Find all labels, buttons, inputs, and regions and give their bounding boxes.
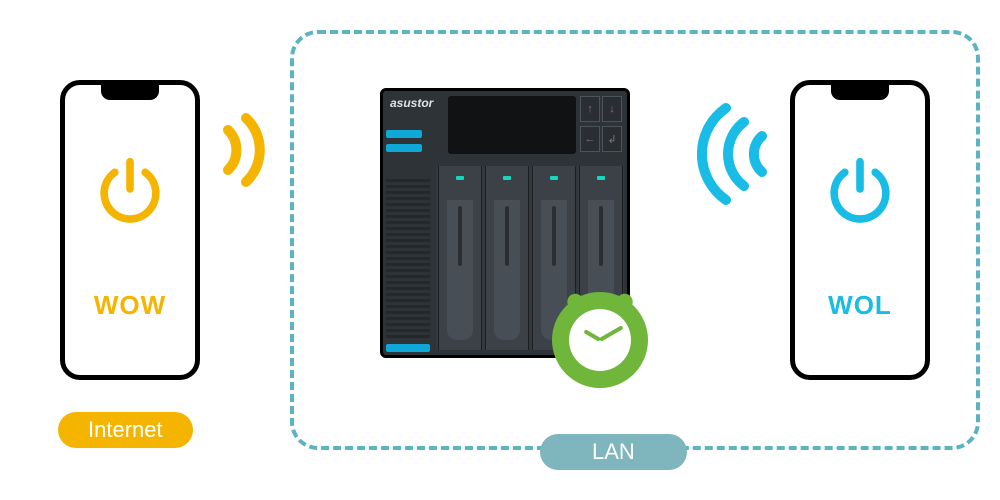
power-icon (822, 151, 898, 227)
power-icon (92, 151, 168, 227)
clock-hour-hand (583, 329, 601, 341)
nas-accent-bar (386, 344, 430, 352)
nas-drive-bay (485, 166, 529, 350)
lan-badge: LAN (540, 434, 687, 470)
nas-accent-bar (386, 130, 422, 138)
phone-wol: WOL (790, 80, 930, 380)
internet-badge: Internet (58, 412, 193, 448)
phone-wow-label: WOW (65, 290, 195, 321)
nas-accent-bar (386, 144, 422, 152)
phone-wow: WOW (60, 80, 200, 380)
signal-wow-icon (210, 100, 280, 200)
nas-lcd-screen (448, 96, 576, 154)
clock-minute-hand (599, 325, 624, 341)
nas-drive-bay (438, 166, 482, 350)
nas-button-pad: ↑ ↓ ← ↲ (580, 96, 624, 154)
nas-vent (386, 178, 430, 338)
phone-notch (831, 84, 889, 100)
clock-face (569, 309, 631, 371)
schedule-clock-icon (552, 292, 648, 388)
diagram-canvas: WOW asustor ↑ ↓ ← ↲ (0, 0, 1000, 500)
phone-notch (101, 84, 159, 100)
signal-wol-icon (696, 94, 786, 214)
phone-wol-label: WOL (795, 290, 925, 321)
nas-brand-label: asustor (390, 96, 433, 110)
